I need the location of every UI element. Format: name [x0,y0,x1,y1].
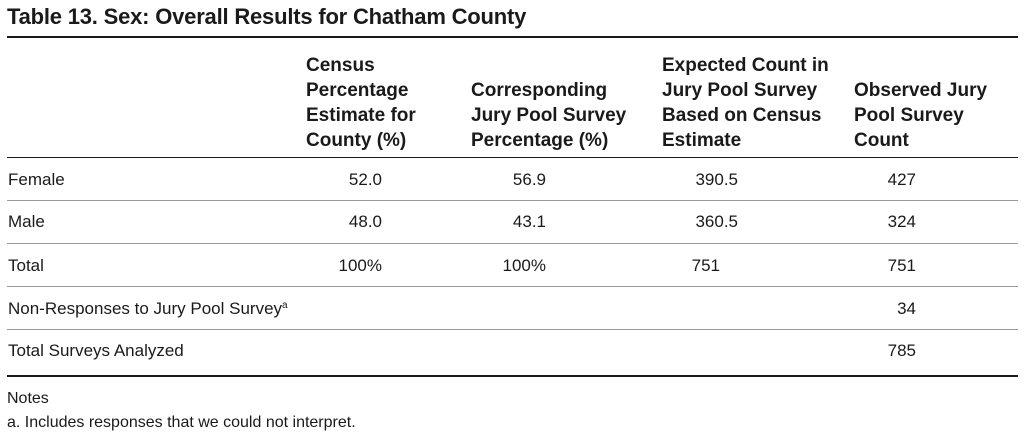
top-rule [7,36,1018,38]
header-jury-pool-percentage: Corresponding Jury Pool Survey Percentag… [471,80,627,151]
header-observed-count: Observed Jury Pool Survey Count [854,80,988,151]
row-divider [7,329,1018,330]
header-census-percentage: Census Percentage Estimate for County (%… [306,55,416,151]
row-label: Male [8,212,45,231]
cell-census: 52.0 [348,170,382,189]
cell-census: 48.0 [348,212,382,231]
cell-observed: 785 [887,341,916,360]
footnote-marker: a [282,300,288,311]
cell-observed: 427 [887,170,916,189]
row-divider [7,286,1018,287]
cell-jury-pct: 56.9 [512,170,546,189]
row-label: Female [8,170,65,189]
cell-observed: 751 [887,256,916,275]
row-divider [7,243,1018,244]
row-divider [7,200,1018,201]
header-rule [7,157,1018,158]
cell-observed: 34 [897,299,916,318]
row-label: Total [8,256,44,275]
cell-observed: 324 [887,212,916,231]
row-label: Non-Responses to Jury Pool Surveya [8,299,288,318]
bottom-rule [7,375,1018,377]
cell-jury-pct: 100% [502,256,546,275]
cell-expected: 751 [691,256,720,275]
cell-expected: 360.5 [695,212,738,231]
cell-jury-pct: 43.1 [512,212,546,231]
header-expected-count: Expected Count in Jury Pool Survey Based… [662,55,829,151]
table-title: Table 13. Sex: Overall Results for Chath… [7,4,527,29]
note-item: a. Includes responses that we could not … [7,414,356,431]
cell-census: 100% [338,256,382,275]
row-label: Total Surveys Analyzed [8,341,184,360]
notes-heading: Notes [7,390,49,407]
cell-expected: 390.5 [695,170,738,189]
